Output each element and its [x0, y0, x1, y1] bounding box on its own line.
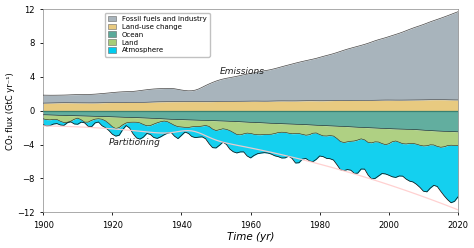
Text: Partitioning: Partitioning — [109, 138, 160, 147]
Text: Emissions: Emissions — [220, 67, 265, 76]
Legend: Fossil fuels and industry, Land-use change, Ocean, Land, Atmosphere: Fossil fuels and industry, Land-use chan… — [105, 13, 210, 57]
Y-axis label: CO₂ flux (GtC yr⁻¹): CO₂ flux (GtC yr⁻¹) — [6, 72, 15, 150]
X-axis label: Time (yr): Time (yr) — [227, 232, 274, 243]
